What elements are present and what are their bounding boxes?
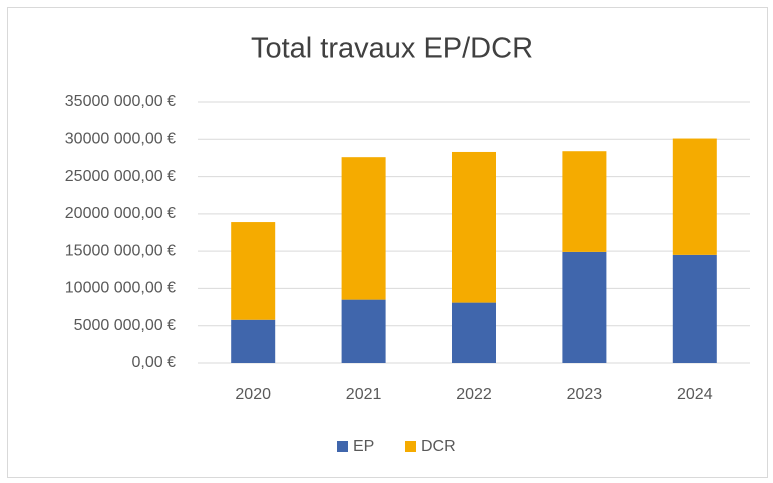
x-tick-label: 2024 <box>677 386 713 403</box>
bar-segment <box>341 299 386 363</box>
y-tick-label: 25000 000,00 € <box>65 168 176 185</box>
bar-segment <box>231 222 276 320</box>
bar-segment <box>562 251 607 363</box>
y-tick-label: 15000 000,00 € <box>65 242 176 259</box>
bar-segment <box>231 319 276 363</box>
x-tick-label: 2020 <box>235 386 271 403</box>
y-tick-label: 5000 000,00 € <box>74 317 176 334</box>
y-tick-label: 35000 000,00 € <box>65 93 176 110</box>
legend-swatch <box>337 441 348 452</box>
y-tick-label: 20000 000,00 € <box>65 205 176 222</box>
bar-segment <box>672 254 717 363</box>
chart-border <box>7 7 768 478</box>
bar-segment <box>562 151 607 252</box>
legend-label: DCR <box>421 438 456 455</box>
y-tick-label: 0,00 € <box>132 354 177 371</box>
x-tick-label: 2021 <box>346 386 382 403</box>
x-tick-label: 2023 <box>567 386 603 403</box>
chart-title: Total travaux EP/DCR <box>251 33 533 65</box>
legend-swatch <box>405 441 416 452</box>
legend-label: EP <box>353 438 374 455</box>
bar-segment <box>672 138 717 255</box>
x-tick-label: 2022 <box>456 386 492 403</box>
bar-segment <box>341 157 386 300</box>
bar-segment <box>452 302 496 363</box>
y-tick-label: 10000 000,00 € <box>65 280 176 297</box>
y-tick-label: 30000 000,00 € <box>65 131 176 148</box>
bar-segment <box>452 151 496 303</box>
